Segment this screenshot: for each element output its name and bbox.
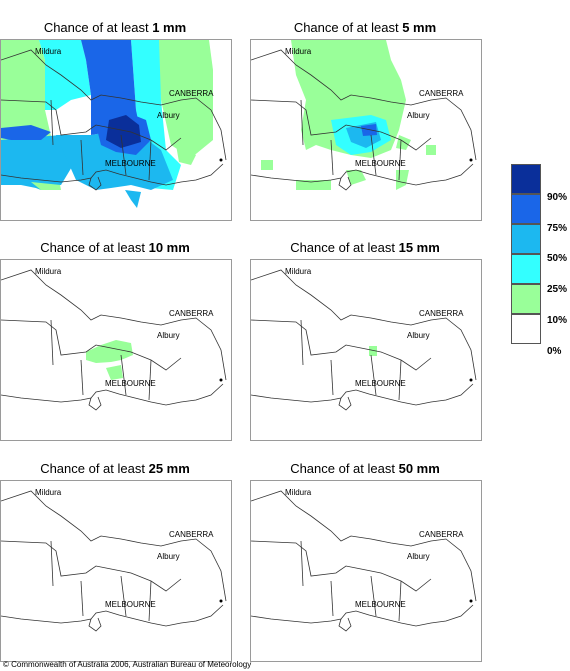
map-50mm: Mildura CANBERRA Albury MELBOURNE (250, 480, 482, 662)
place-label: CANBERRA (169, 530, 214, 539)
place-label: Mildura (285, 267, 312, 276)
place-label: CANBERRA (169, 89, 214, 98)
map-25mm: Mildura CANBERRA Albury MELBOURNE (0, 480, 232, 662)
legend-swatch-90 (511, 164, 541, 194)
place-label: Albury (407, 111, 430, 120)
place-label: Mildura (35, 488, 62, 497)
place-label: Mildura (285, 488, 312, 497)
legend-swatch-10 (511, 284, 541, 314)
legend-swatch-50 (511, 224, 541, 254)
map-1mm: Mildura CANBERRA Albury MELBOURNE (0, 39, 232, 221)
legend-swatch-0 (511, 314, 541, 344)
legend-label: 50% (547, 253, 568, 264)
place-label: Mildura (285, 47, 312, 56)
place-label: MELBOURNE (355, 379, 406, 388)
place-label: MELBOURNE (105, 379, 156, 388)
map-10mm: Mildura CANBERRA Albury MELBOURNE (0, 259, 232, 441)
place-label: MELBOURNE (355, 159, 406, 168)
copyright-notice: © Commonwealth of Australia 2006, Austra… (3, 660, 252, 669)
place-label: Albury (407, 331, 430, 340)
place-label: Albury (157, 111, 180, 120)
place-label: Albury (407, 552, 430, 561)
legend-swatch-75 (511, 194, 541, 224)
place-label: MELBOURNE (105, 600, 156, 609)
map-10mm-canvas: Mildura CANBERRA Albury MELBOURNE (1, 267, 227, 411)
place-label: Albury (157, 552, 180, 561)
place-label: Mildura (35, 47, 62, 56)
legend-label: 0% (547, 346, 562, 357)
place-label: CANBERRA (419, 530, 464, 539)
map-50mm-canvas: Mildura CANBERRA Albury MELBOURNE (251, 488, 477, 632)
map-title-15mm: Chance of at least 15 mm (290, 240, 440, 255)
map-1mm-canvas: Mildura CANBERRA Albury MELBOURNE (1, 40, 227, 208)
place-label: CANBERRA (169, 309, 214, 318)
map-title-50mm: Chance of at least 50 mm (290, 461, 440, 476)
map-title-25mm: Chance of at least 25 mm (40, 461, 190, 476)
place-label: Albury (157, 331, 180, 340)
legend-label: 10% (547, 315, 568, 326)
place-label: CANBERRA (419, 309, 464, 318)
legend-label: 90% (547, 192, 568, 203)
map-title-1mm: Chance of at least 1 mm (43, 20, 187, 35)
place-label: Mildura (35, 267, 62, 276)
legend-label: 25% (547, 284, 568, 295)
map-title-10mm: Chance of at least 10 mm (40, 240, 190, 255)
legend-label: 75% (547, 223, 568, 234)
map-25mm-canvas: Mildura CANBERRA Albury MELBOURNE (1, 488, 227, 632)
legend-swatch-25 (511, 254, 541, 284)
map-15mm-canvas: Mildura CANBERRA Albury MELBOURNE (251, 267, 477, 411)
place-label: MELBOURNE (105, 159, 156, 168)
map-5mm: Mildura CANBERRA Albury MELBOURNE (250, 39, 482, 221)
map-15mm: Mildura CANBERRA Albury MELBOURNE (250, 259, 482, 441)
place-label: MELBOURNE (355, 600, 406, 609)
place-label: CANBERRA (419, 89, 464, 98)
map-5mm-canvas: Mildura CANBERRA Albury MELBOURNE (251, 40, 477, 191)
map-title-5mm: Chance of at least 5 mm (293, 20, 437, 35)
